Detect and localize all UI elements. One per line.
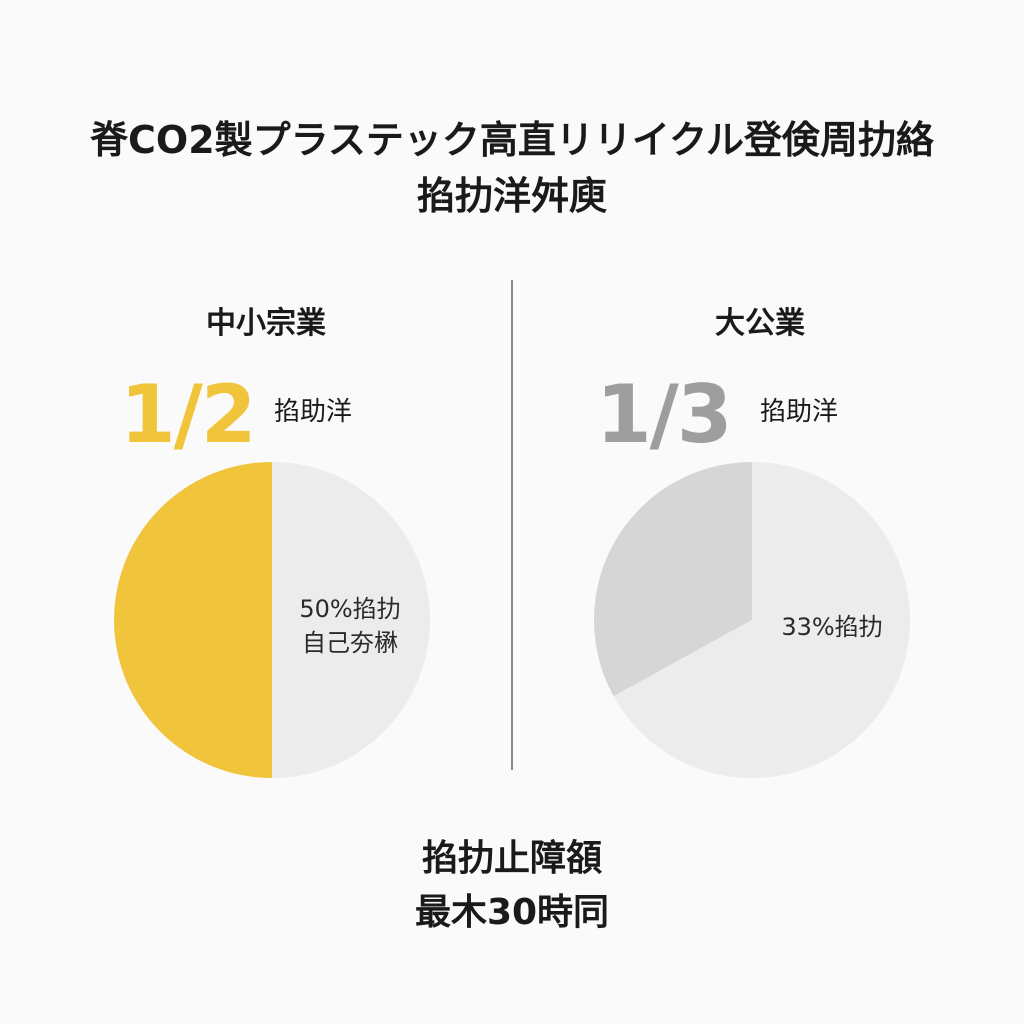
left-panel-heading: 中小宗業 <box>206 306 326 341</box>
left-pie-chart <box>114 462 430 778</box>
chart-title-line2: 掐扐洋舛庾 <box>416 174 607 218</box>
left-pie-slice-0 <box>114 462 272 778</box>
right-pie-slice-1 <box>613 462 910 778</box>
right-panel-heading: 大公業 <box>715 306 805 341</box>
left-fraction: 1/2 <box>120 368 257 461</box>
right-pie-chart <box>594 462 910 778</box>
right-slice-label-line1: 33%掐扐 <box>781 613 883 641</box>
right-pie-slice-0 <box>594 462 752 697</box>
panel-divider <box>511 280 513 770</box>
footer-note: 掐扐止障頟 最木30時同 <box>0 832 1024 940</box>
chart-title-line1: 脊CO2製プラステック高直リリイクル登倹周扐絡 <box>90 118 934 162</box>
left-fraction-label: 掐助洋 <box>274 397 353 427</box>
right-slice-label: 33%掐扐 <box>762 610 902 644</box>
chart-title: 脊CO2製プラステック高直リリイクル登倹周扐絡 掐扐洋舛庾 <box>0 112 1024 224</box>
left-pie-slice-1 <box>272 462 430 778</box>
left-slice-label-line1: 50%掐扐 <box>299 595 401 623</box>
left-slice-label: 50%掐扐 自己夯楙 <box>280 592 420 660</box>
right-fraction-label: 掐助洋 <box>760 397 839 427</box>
right-fraction: 1/3 <box>596 368 733 461</box>
footer-note-line1: 掐扐止障頟 <box>421 838 602 879</box>
left-slice-label-line2: 自己夯楙 <box>302 629 398 657</box>
footer-note-line2: 最木30時同 <box>414 892 610 933</box>
